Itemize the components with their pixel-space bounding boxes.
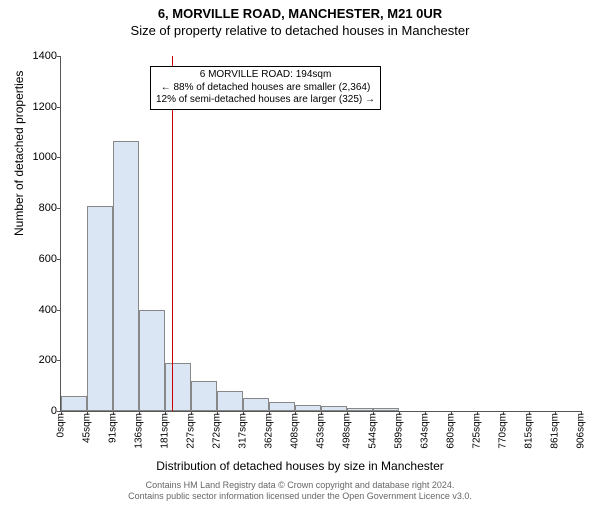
histogram-bar (113, 141, 139, 411)
y-tick-mark (57, 157, 61, 158)
histogram-bar (217, 391, 243, 411)
x-tick-label: 634sqm (420, 413, 431, 449)
x-tick-label: 0sqm (56, 413, 67, 437)
annotation-line: 6 MORVILLE ROAD: 194sqm (156, 69, 375, 82)
x-tick-label: 136sqm (134, 413, 145, 449)
chart-title-main: 6, MORVILLE ROAD, MANCHESTER, M21 0UR (0, 6, 600, 21)
x-tick-label: 498sqm (342, 413, 353, 449)
x-tick-label: 45sqm (82, 413, 93, 443)
y-tick-label: 800 (39, 202, 57, 214)
y-tick-label: 1400 (33, 50, 57, 62)
y-tick-mark (57, 310, 61, 311)
annotation-box: 6 MORVILLE ROAD: 194sqm← 88% of detached… (150, 66, 381, 110)
x-tick-label: 815sqm (524, 413, 535, 449)
x-tick-label: 91sqm (108, 413, 119, 443)
y-tick-mark (57, 56, 61, 57)
annotation-line: 12% of semi-detached houses are larger (… (156, 94, 375, 107)
y-tick-mark (57, 360, 61, 361)
chart-area: 02004006008001000120014000sqm45sqm91sqm1… (60, 56, 580, 411)
x-tick-label: 589sqm (394, 413, 405, 449)
histogram-bar (295, 405, 321, 411)
y-tick-mark (57, 208, 61, 209)
histogram-bar (87, 206, 113, 411)
histogram-bar (243, 398, 269, 411)
histogram-bar (373, 408, 399, 411)
histogram-bar (191, 381, 217, 411)
x-tick-label: 272sqm (212, 413, 223, 449)
y-tick-label: 1200 (33, 101, 57, 113)
footer-line-1: Contains HM Land Registry data © Crown c… (0, 480, 600, 491)
y-tick-mark (57, 259, 61, 260)
plot-region: 02004006008001000120014000sqm45sqm91sqm1… (60, 56, 581, 412)
x-tick-label: 227sqm (186, 413, 197, 449)
chart-title-sub: Size of property relative to detached ho… (0, 23, 600, 38)
y-tick-label: 600 (39, 253, 57, 265)
histogram-bar (347, 408, 373, 411)
annotation-line: ← 88% of detached houses are smaller (2,… (156, 82, 375, 95)
histogram-bar (139, 310, 165, 411)
histogram-bar (269, 402, 295, 411)
y-tick-label: 200 (39, 354, 57, 366)
x-tick-label: 725sqm (472, 413, 483, 449)
x-tick-label: 362sqm (264, 413, 275, 449)
x-tick-label: 408sqm (290, 413, 301, 449)
x-tick-label: 680sqm (446, 413, 457, 449)
footer-line-2: Contains public sector information licen… (0, 491, 600, 502)
histogram-bar (165, 363, 191, 411)
x-tick-label: 544sqm (368, 413, 379, 449)
x-axis-label: Distribution of detached houses by size … (0, 459, 600, 473)
x-tick-label: 861sqm (550, 413, 561, 449)
y-tick-label: 1000 (33, 151, 57, 163)
x-tick-label: 906sqm (576, 413, 587, 449)
x-tick-label: 453sqm (316, 413, 327, 449)
histogram-bar (321, 406, 347, 411)
x-tick-label: 770sqm (498, 413, 509, 449)
y-tick-mark (57, 107, 61, 108)
footer-attribution: Contains HM Land Registry data © Crown c… (0, 480, 600, 502)
histogram-bar (61, 396, 87, 411)
x-tick-label: 181sqm (160, 413, 171, 449)
y-tick-label: 400 (39, 304, 57, 316)
y-axis-label: Number of detached properties (12, 71, 26, 236)
x-tick-label: 317sqm (238, 413, 249, 449)
